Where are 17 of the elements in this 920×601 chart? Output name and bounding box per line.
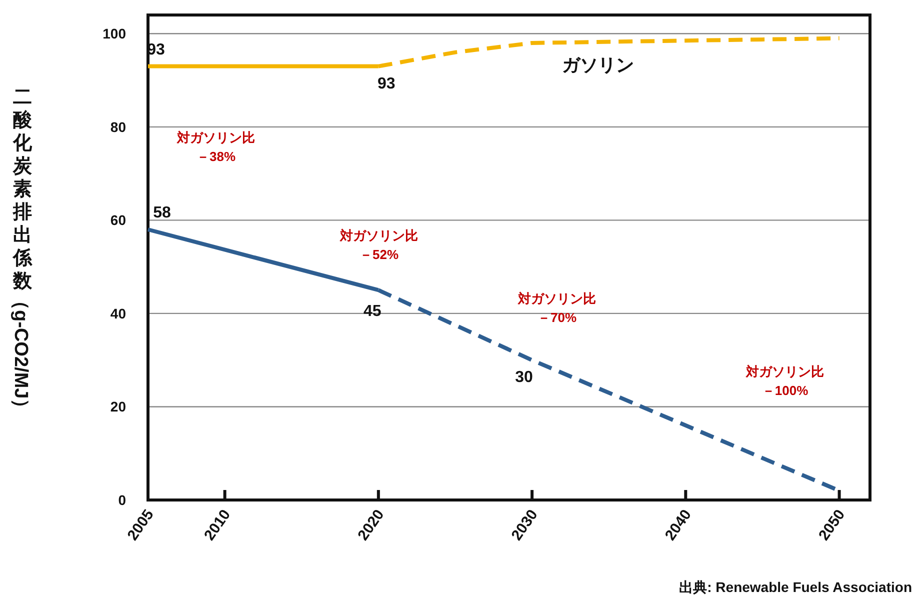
annotation: 対ガソリン比－38% (176, 130, 255, 164)
data-label: 58 (153, 204, 171, 222)
annotation: 対ガソリン比－70% (517, 291, 596, 325)
source-note: 出典: Renewable Fuels Association (679, 579, 912, 595)
y-tick-label: 60 (110, 212, 126, 228)
data-label: 93 (378, 75, 396, 92)
annotation: 対ガソリン比－100% (745, 364, 824, 398)
y-tick-label: 80 (110, 118, 126, 135)
y-tick-label: 100 (102, 26, 126, 42)
y-tick-label: 20 (110, 398, 126, 415)
y-tick-label: 40 (110, 305, 126, 322)
data-label: 45 (364, 303, 382, 320)
y-tick-label: 0 (118, 492, 126, 508)
text: 二酸化炭素排出係数（g-CO2/MJ） (10, 87, 32, 418)
series-label: ガソリン (562, 54, 634, 75)
data-label: 30 (515, 369, 534, 386)
annotation: 対ガソリン比－52% (339, 228, 418, 262)
